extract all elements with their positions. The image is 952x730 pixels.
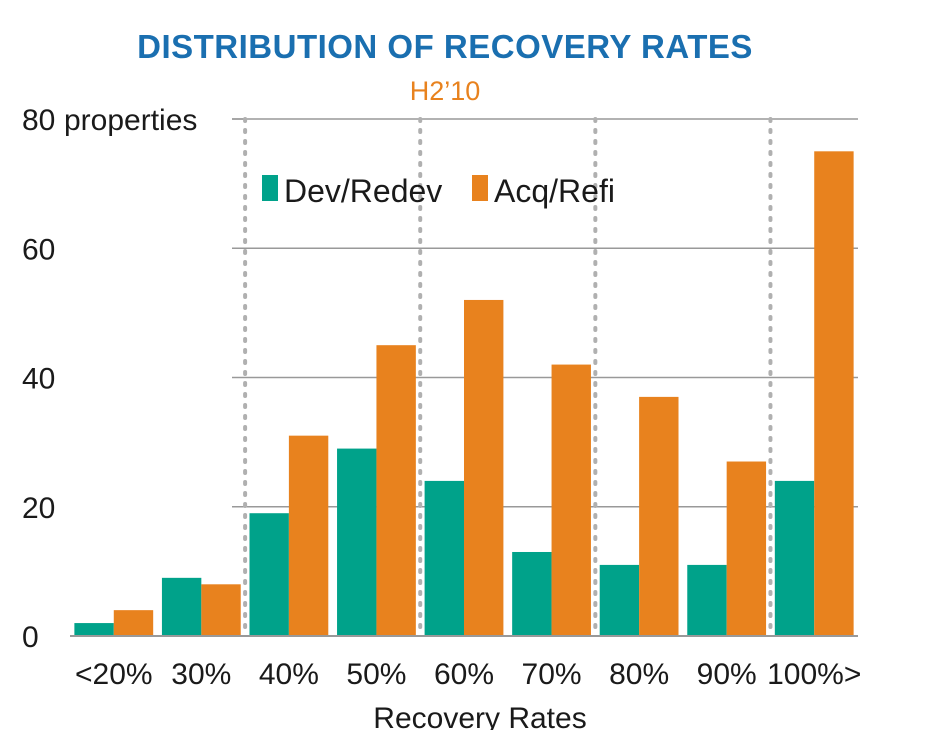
bar-dev-redev <box>424 480 464 636</box>
x-tick-label: 90% <box>697 658 757 691</box>
bar-acq-refi <box>113 610 154 636</box>
x-tick-label: 60% <box>434 658 494 691</box>
x-tick-label: <20% <box>75 658 153 691</box>
x-tick-label: 30% <box>171 658 231 691</box>
y-tick-label: 40 <box>22 363 55 396</box>
bar-dev-redev <box>687 564 727 636</box>
bar-dev-redev <box>599 564 640 636</box>
y-tick-label: 20 <box>22 492 55 525</box>
x-tick-label: 70% <box>522 658 582 691</box>
bar-dev-redev <box>337 448 377 636</box>
bar-dev-redev <box>249 513 289 636</box>
bar-acq-refi <box>464 299 504 636</box>
bar-acq-refi <box>376 345 416 636</box>
legend-swatch-dev-redev <box>262 175 278 201</box>
bar-dev-redev <box>74 623 114 636</box>
y-tick-label: 60 <box>22 233 55 266</box>
x-axis-label: Recovery Rates <box>373 702 586 730</box>
x-tick-label: 50% <box>346 658 406 691</box>
y-tick-label: 80 <box>22 104 55 137</box>
y-tick-label: 0 <box>22 621 39 654</box>
bar-acq-refi <box>288 435 329 636</box>
legend-label-dev-redev: Dev/Redev <box>284 173 442 209</box>
bar-acq-refi <box>551 364 591 636</box>
bar-dev-redev <box>512 551 552 636</box>
x-tick-label: 100%> <box>767 658 861 691</box>
chart-subtitle: H2’10 <box>409 76 481 106</box>
bar-acq-refi <box>814 151 854 636</box>
bar-acq-refi <box>639 396 679 636</box>
bar-acq-refi <box>726 461 767 636</box>
bar-acq-refi <box>201 584 241 636</box>
chart-title: DISTRIBUTION OF RECOVERY RATES <box>137 28 753 65</box>
legend-label-acq-refi: Acq/Refi <box>494 173 615 209</box>
bar-dev-redev <box>161 577 202 636</box>
x-tick-label: 40% <box>259 658 319 691</box>
y-unit-label: properties <box>64 104 197 137</box>
legend-swatch-acq-refi <box>472 175 488 201</box>
bar-dev-redev <box>774 480 815 636</box>
x-tick-label: 80% <box>609 658 669 691</box>
